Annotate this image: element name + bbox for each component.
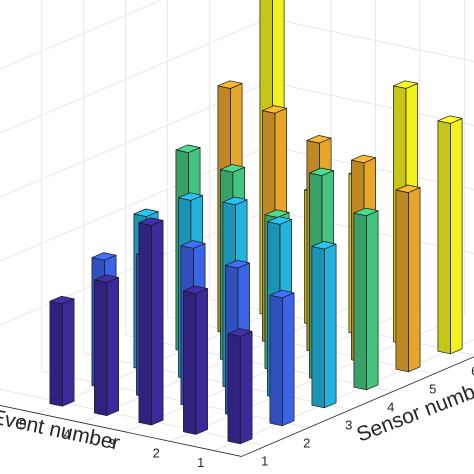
x-tick-label: 1: [197, 455, 204, 470]
bar-face: [264, 209, 290, 218]
wall-gridline: [0, 17, 269, 134]
bar-face: [151, 219, 164, 426]
bar-face: [281, 292, 295, 427]
wall-gridline: [269, 0, 474, 10]
y-tick-label: 5: [429, 382, 436, 397]
bar: [94, 274, 119, 416]
bar-face: [62, 298, 75, 407]
bar-face: [183, 285, 208, 294]
bar-face: [353, 207, 379, 217]
bar-face: [133, 208, 159, 217]
bar: [49, 295, 75, 407]
bar-face: [227, 333, 241, 445]
floor-gridline: [41, 370, 309, 429]
bars: [49, 0, 463, 445]
bar-face: [311, 241, 337, 250]
bar-face: [269, 294, 283, 427]
bar-face: [437, 115, 463, 124]
bar-face: [227, 328, 253, 337]
bar: [138, 217, 164, 426]
y-axis-line: [241, 356, 474, 457]
bar-face: [395, 184, 421, 193]
x-tick-label: 2: [153, 445, 160, 460]
floor-gridline: [0, 388, 267, 447]
bar: [227, 328, 253, 445]
bar-face: [49, 295, 75, 305]
bar-face: [217, 80, 243, 89]
y-tick-label: 2: [303, 436, 310, 451]
bar-face: [323, 243, 337, 409]
bar-face: [351, 154, 376, 164]
bar-face: [306, 135, 332, 144]
bar-face: [262, 105, 287, 114]
bar-face: [437, 120, 451, 355]
bar: [183, 285, 208, 435]
bar: [269, 289, 295, 427]
y-tick-label: 3: [345, 418, 352, 433]
axes: [0, 356, 474, 457]
bar-face: [175, 144, 201, 153]
bar-face: [94, 274, 119, 283]
bar-face: [408, 187, 421, 373]
wall-gridline: [268, 17, 474, 62]
floor-gridline: [83, 352, 351, 411]
floor-gridline: [167, 316, 435, 375]
bar-face: [180, 240, 206, 249]
y-tick-label: 1: [261, 454, 268, 469]
bar: [353, 207, 379, 391]
bar-face: [311, 246, 325, 409]
x-axis-line: [0, 405, 242, 457]
bar-face: [393, 80, 418, 89]
bar-face: [450, 118, 463, 355]
bar-face: [353, 212, 367, 391]
bar-face: [225, 259, 250, 269]
bar-face: [49, 300, 63, 407]
bar-face: [178, 192, 203, 201]
floor-gridline: [125, 334, 393, 393]
bar-face: [267, 216, 292, 225]
wall-gridline: [0, 0, 163, 70]
x-tick-label: 4: [64, 427, 71, 442]
bar-face: [309, 167, 334, 176]
bar-face: [395, 189, 409, 373]
bar-face: [94, 279, 108, 416]
y-tick-label: 6: [471, 364, 474, 379]
x-tick-label: 5: [19, 417, 26, 432]
bar: [395, 184, 421, 373]
bar-face: [239, 330, 253, 445]
bar-face: [91, 252, 117, 261]
floor-gridline: [209, 298, 474, 356]
bar-face: [138, 217, 164, 226]
bar: [437, 115, 463, 355]
y-tick-label: 4: [387, 400, 394, 415]
bar-face: [365, 210, 379, 391]
bar: [311, 241, 337, 409]
bar-face: [138, 222, 152, 426]
bar-face: [106, 277, 119, 416]
x-tick-label: 3: [108, 436, 115, 451]
bar-face: [220, 164, 245, 173]
bar-face: [269, 289, 295, 299]
bar-face: [195, 288, 208, 435]
bar-face: [183, 290, 197, 435]
bar-face: [222, 196, 248, 206]
tick-labels: 1 2 3 4 5 1 2 3 4 5 6: [19, 364, 474, 470]
